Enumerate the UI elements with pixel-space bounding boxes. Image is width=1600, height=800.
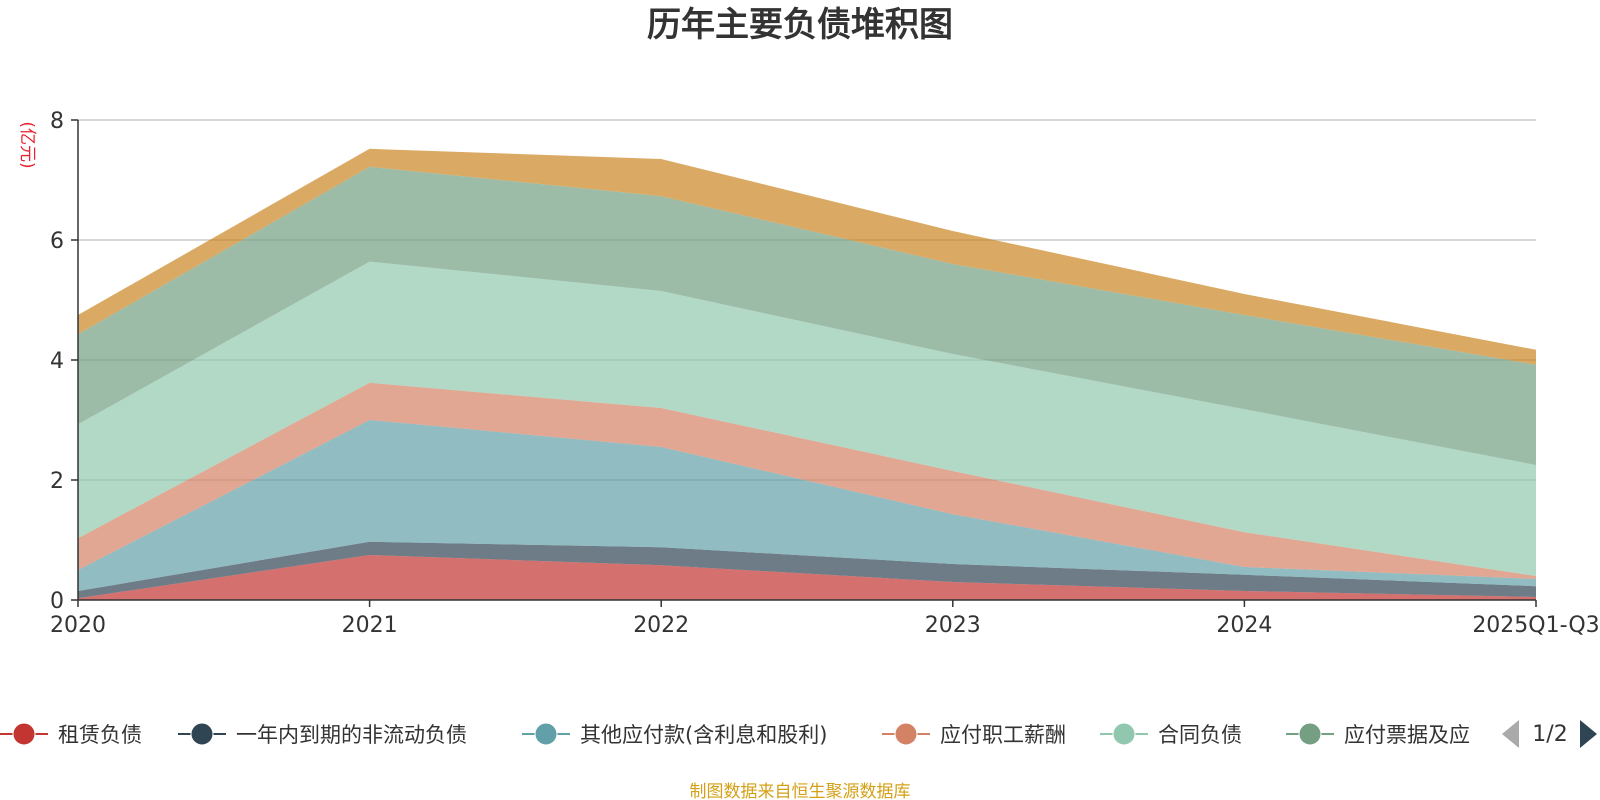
x-tick-label: 2023 bbox=[925, 613, 981, 638]
legend-marker bbox=[534, 722, 558, 746]
area-series-3 bbox=[78, 420, 1536, 591]
legend-item[interactable]: 应付职工薪酬 bbox=[882, 722, 1066, 747]
legend-next-icon[interactable] bbox=[1580, 720, 1597, 748]
legend-item[interactable]: 一年内到期的非流动负债 bbox=[178, 722, 467, 747]
legend: 租赁负债 一年内到期的非流动负债 其他应付款(含利息和股利) 应付职工薪酬 合同负债 应付… bbox=[0, 720, 1597, 748]
legend-label: 租赁负债 bbox=[58, 723, 142, 747]
x-tick-label: 2024 bbox=[1216, 613, 1272, 638]
area-series-2 bbox=[78, 541, 1536, 599]
x-tick-label: 2022 bbox=[633, 613, 689, 638]
legend-label: 应付票据及应 bbox=[1344, 723, 1470, 747]
legend-label: 应付职工薪酬 bbox=[940, 723, 1066, 747]
legend-marker bbox=[190, 722, 214, 746]
area-series-5 bbox=[78, 261, 1536, 576]
area-series-6 bbox=[78, 166, 1536, 466]
area-series-4 bbox=[78, 382, 1536, 579]
x-tick-label: 2025Q1-Q3 bbox=[1472, 613, 1599, 638]
axes: 0 2 4 6 8 2020 2021 2022 2023 2024 2025Q1-Q3 bbox=[50, 109, 1600, 638]
y-tick-label: 2 bbox=[50, 469, 64, 494]
x-tick-label: 2021 bbox=[342, 613, 398, 638]
legend-marker bbox=[1112, 722, 1136, 746]
x-tick-label: 2020 bbox=[50, 613, 106, 638]
source-note: 制图数据来自恒生聚源数据库 bbox=[690, 782, 911, 800]
legend-marker bbox=[1298, 722, 1322, 746]
legend-item[interactable]: 应付票据及应 bbox=[1286, 722, 1470, 747]
legend-item[interactable]: 其他应付款(含利息和股利) bbox=[522, 722, 827, 747]
area-series bbox=[78, 148, 1536, 600]
legend-item[interactable]: 租赁负债 bbox=[0, 722, 142, 747]
legend-label: 其他应付款(含利息和股利) bbox=[580, 723, 827, 747]
y-axis-unit: (亿元) bbox=[17, 121, 37, 168]
y-tick-label: 8 bbox=[50, 109, 64, 134]
legend-item[interactable]: 合同负债 bbox=[1100, 722, 1242, 747]
legend-marker bbox=[12, 722, 36, 746]
legend-marker bbox=[894, 722, 918, 746]
y-tick-label: 4 bbox=[50, 349, 64, 374]
legend-prev-icon[interactable] bbox=[1502, 720, 1519, 748]
y-tick-label: 0 bbox=[50, 589, 64, 614]
legend-page-indicator: 1/2 bbox=[1532, 722, 1567, 747]
area-series-1 bbox=[78, 555, 1536, 600]
chart-title: 历年主要负债堆积图 bbox=[647, 5, 953, 45]
legend-label: 合同负债 bbox=[1158, 723, 1242, 747]
y-tick-label: 6 bbox=[50, 229, 64, 254]
legend-label: 一年内到期的非流动负债 bbox=[236, 723, 467, 747]
